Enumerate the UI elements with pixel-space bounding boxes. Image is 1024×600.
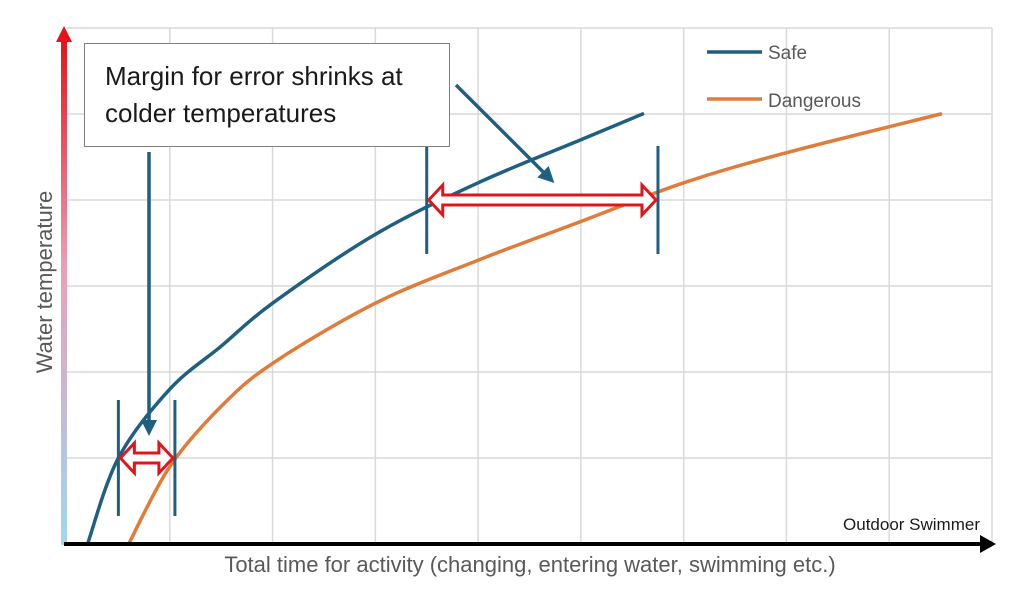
annotation-callout: Margin for error shrinks at colder tempe… <box>84 43 450 147</box>
pointer-head <box>537 166 555 183</box>
y-axis-title: Water temperature <box>32 191 57 374</box>
pointer-layer <box>141 83 555 436</box>
y-axis-arrowhead <box>56 26 72 42</box>
series-line-dangerous <box>126 112 943 546</box>
legend: Safe Dangerous <box>707 43 861 112</box>
x-axis-title: Total time for activity (changing, enter… <box>224 552 835 577</box>
series-layer <box>85 112 943 546</box>
credit-label: Outdoor Swimmer <box>843 515 980 534</box>
pointer-line <box>454 83 545 173</box>
x-axis-arrowhead <box>980 535 996 553</box>
annotation-line-1: Margin for error shrinks at <box>105 61 403 91</box>
margin-layer <box>116 146 660 516</box>
legend-label-dangerous: Dangerous <box>768 91 861 112</box>
margin-arrow <box>426 181 659 219</box>
margin-arrow <box>118 439 175 477</box>
legend-label-safe: Safe <box>768 43 807 64</box>
annotation-line-2: colder temperatures <box>105 98 337 128</box>
pointer-head <box>141 420 157 436</box>
series-line-safe <box>85 112 645 546</box>
x-axis-line <box>64 542 982 546</box>
y-axis-line <box>61 40 67 545</box>
